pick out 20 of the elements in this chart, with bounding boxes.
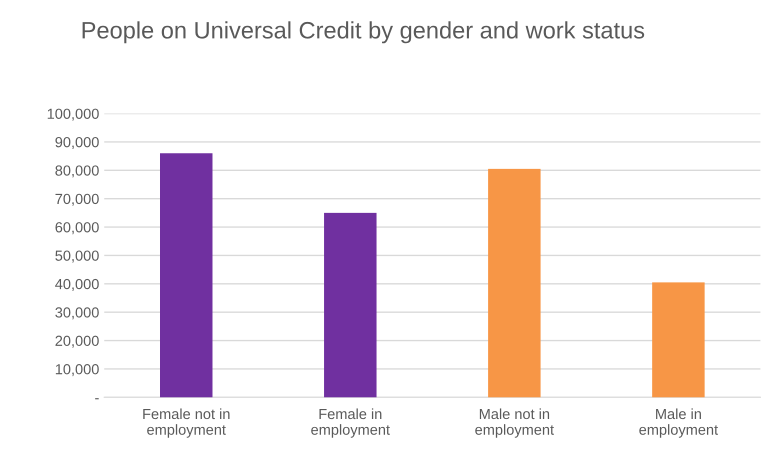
y-tick-label: 60,000 (56, 222, 99, 234)
y-tick-label: 100,000 (48, 108, 99, 121)
x-tick-label: Male not in employment (475, 408, 554, 438)
y-tick-label: 70,000 (56, 194, 99, 206)
chart-title: People on Universal Credit by gender and work status (82, 21, 644, 44)
y-tick-label: 90,000 (55, 137, 99, 150)
y-tick-label: 30,000 (55, 307, 99, 320)
bar (488, 168, 541, 398)
y-tick-label: 20,000 (55, 336, 99, 348)
x-tick-label: Male in employment (639, 408, 718, 438)
y-tick-label: - (95, 398, 99, 400)
x-tick-label: Female in employment (311, 408, 390, 438)
x-tick-label: Female not in employment (143, 408, 230, 438)
y-tick-label: 50,000 (55, 250, 99, 263)
y-tick-label: 10,000 (56, 364, 99, 376)
bar (160, 153, 212, 398)
bar (324, 212, 377, 398)
bar (652, 282, 705, 398)
y-tick-label: 80,000 (55, 165, 99, 178)
y-tick-label: 40,000 (55, 278, 99, 291)
